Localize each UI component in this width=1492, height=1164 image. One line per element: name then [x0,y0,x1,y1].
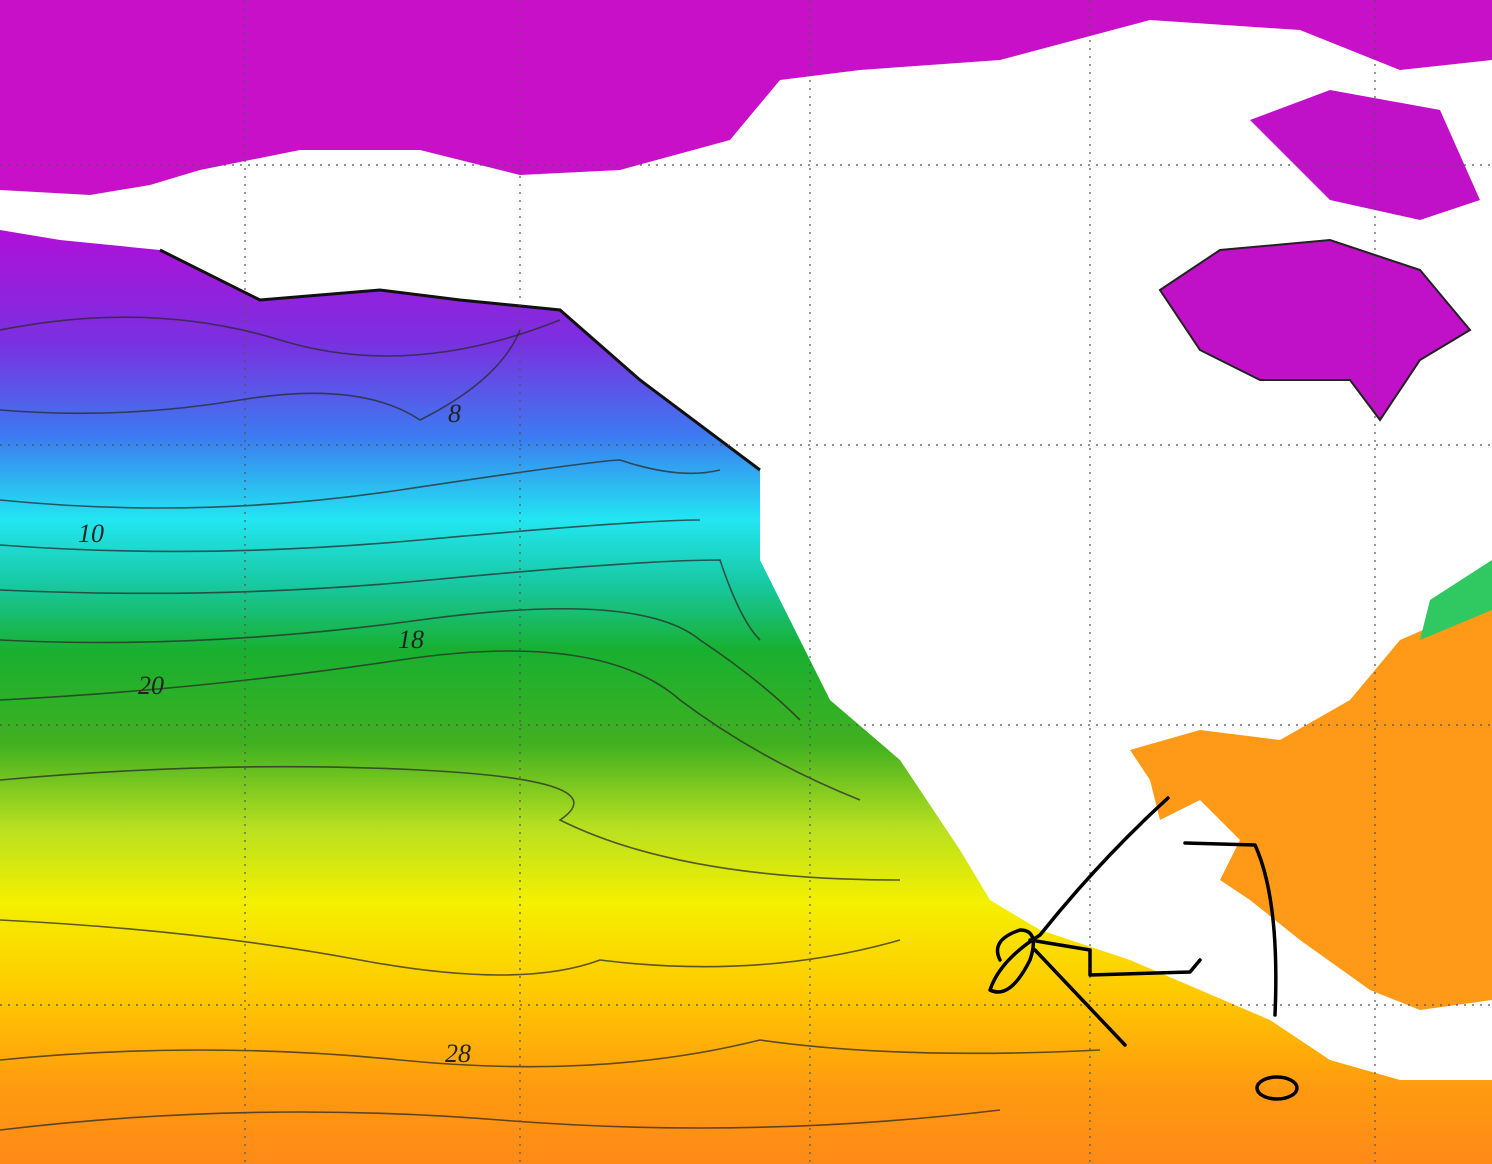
contour-label: 10 [78,519,104,548]
contour-label: 18 [398,625,424,654]
baffin-sea [1250,90,1480,220]
contour-label: 28 [445,1039,471,1068]
contour-label: 8 [448,399,461,428]
handwriting [988,796,1299,1101]
pacific-ocean [0,230,1492,1164]
hudson-bay [1158,238,1472,422]
contours [0,316,1101,1131]
arctic-sea [0,0,1492,195]
atlantic-north [1420,560,1492,640]
contour-label: 20 [138,671,164,700]
coastline [159,248,761,472]
gulf-atlantic [1130,600,1492,1010]
